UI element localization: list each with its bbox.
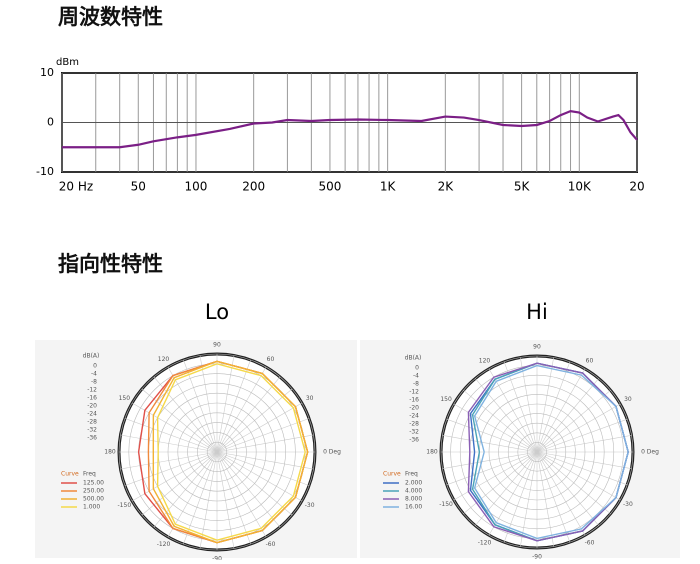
theta-tick-label: 90 [533,344,541,351]
r-tick-label: -32 [87,427,97,434]
grid-ring [488,403,586,501]
legend-header: Freq [405,471,418,478]
r-tick-label: 0 [93,363,97,370]
legend-header: Curve [61,471,79,478]
r-tick-label: -16 [409,397,419,404]
r-tick-label: -36 [409,437,419,444]
legend-label: 8.000 [405,496,422,503]
y-tick-label: 0 [47,116,54,129]
theta-tick-label: 90 [213,342,221,349]
r-tick-label: -20 [87,403,97,410]
x-tick-label: 20 Hz [59,180,93,194]
x-tick-label: 50 [131,180,146,194]
chart-title: Hi [526,300,548,324]
polar-curve [156,363,306,541]
r-tick-label: -12 [409,389,419,396]
theta-tick-label: 0 Deg [641,449,659,456]
r-tick-label: -28 [409,421,419,428]
x-tick-label: 5K [514,180,531,194]
theta-tick-label: -90 [212,556,222,561]
r-tick-label: -8 [91,379,97,386]
r-tick-label: -36 [87,435,97,442]
grid-ring [507,422,567,482]
theta-tick-label: -150 [118,502,132,509]
theta-tick-label: -60 [585,539,595,546]
legend-header: Freq [83,471,96,478]
legend-label: 2.000 [405,480,422,487]
r-tick-label: 0 [415,365,419,372]
legend-label: 250.00 [83,488,104,495]
theta-tick-label: -60 [266,541,276,548]
grid-ring [197,432,237,472]
legend-label: 1.000 [83,504,100,511]
legend-header: Curve [383,471,401,478]
r-tick-label: -8 [413,381,419,388]
r-tick-label: -4 [413,373,419,380]
grid-ring [206,441,228,463]
y-axis-label: dBm [56,57,79,68]
theta-tick-label: 120 [479,358,491,365]
grid-ring [517,432,557,472]
grid-ring [440,355,634,549]
legend-label: 500.00 [83,496,104,503]
theta-tick-label: -150 [439,501,453,508]
x-tick-label: 200 [242,180,265,194]
grid-ring [118,353,316,551]
theta-tick-label: 60 [586,358,594,365]
polar-curve [473,364,629,540]
theta-tick-label: -30 [623,501,633,508]
r-tick-label: -24 [409,413,419,420]
legend-label: 16.00 [405,504,422,511]
x-tick-label: 100 [185,180,208,194]
theta-tick-label: -30 [305,502,315,509]
x-tick-label: 1K [380,180,397,194]
r-tick-label: -16 [87,395,97,402]
grid-ring [167,402,267,502]
section-heading: 指向性特性 [58,252,163,276]
grid-ring [187,422,247,482]
x-tick-label: 2K [438,180,455,194]
theta-tick-label: -90 [532,554,542,561]
theta-tick-label: 30 [306,395,314,402]
theta-tick-label: 150 [119,395,131,402]
polar-curve [152,360,309,544]
r-tick-label: -24 [87,411,97,418]
y-tick-label: 10 [40,66,54,79]
theta-tick-label: -120 [157,541,171,548]
grid-ring [459,374,615,530]
data-line [62,109,638,149]
r-tick-label: -32 [409,429,419,436]
theta-tick-label: 150 [440,396,452,403]
theta-tick-label: 120 [158,356,170,363]
theta-tick-label: 0 Deg [323,449,341,456]
theta-tick-label: -120 [478,539,492,546]
r-tick-label: -12 [87,387,97,394]
x-tick-label: 20 [629,180,644,194]
grid-ring [527,442,547,462]
grid-ring [498,413,576,491]
chart-title: Lo [205,300,229,324]
x-tick-label: 500 [318,180,341,194]
legend-label: 125.00 [83,480,104,487]
section-heading: 周波数特性 [58,5,163,29]
r-tick-label: -28 [87,419,97,426]
legend-label: 4.000 [405,488,422,495]
theta-tick-label: 180 [104,449,116,456]
r-axis-label: dB(A) [83,353,100,360]
r-tick-label: -20 [409,405,419,412]
x-tick-label: 10K [568,180,592,194]
theta-tick-label: 180 [426,449,438,456]
theta-tick-label: 30 [624,396,632,403]
y-tick-label: -10 [36,165,54,178]
theta-tick-label: 60 [267,356,275,363]
grid-ring [177,412,257,492]
r-axis-label: dB(A) [405,355,422,362]
r-tick-label: -4 [91,371,97,378]
